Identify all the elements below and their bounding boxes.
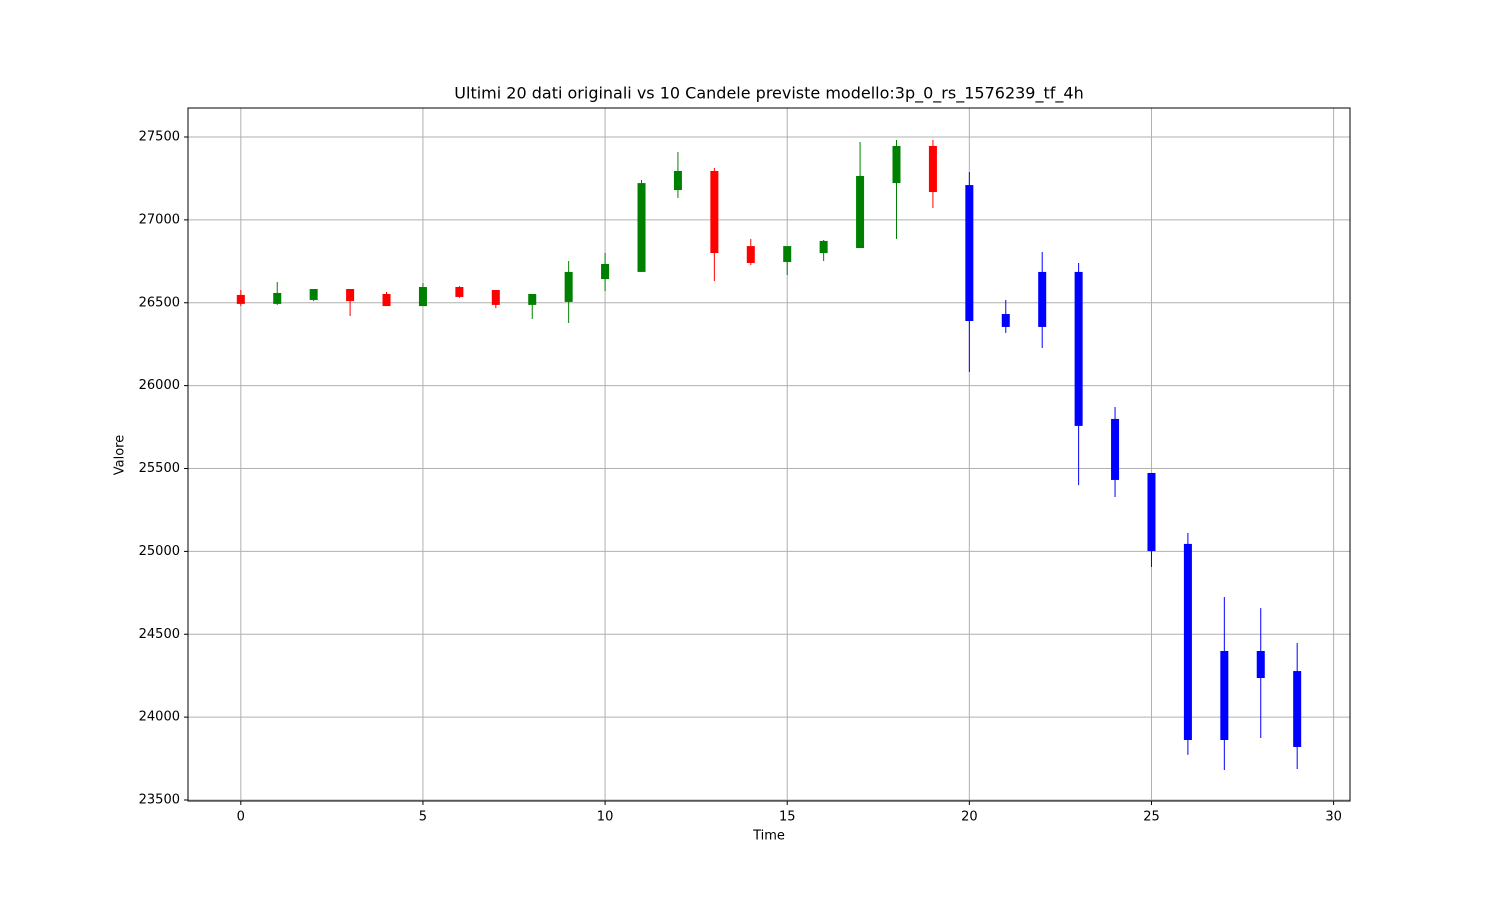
y-tick-label: 23500 (139, 793, 180, 808)
candle-body (1183, 543, 1192, 741)
y-tick-label: 25000 (139, 544, 180, 559)
candle-body (309, 288, 318, 300)
candle-body (783, 246, 792, 262)
candle-body (491, 289, 500, 305)
candle-body (1293, 671, 1302, 747)
y-tick-label: 24000 (139, 710, 180, 725)
candle-body (928, 145, 937, 193)
candle-body (1111, 418, 1120, 480)
candle-body (856, 175, 865, 249)
candle-body (346, 288, 355, 302)
x-tick-label: 5 (419, 810, 427, 825)
candle-body (1256, 650, 1265, 679)
candle-body (528, 293, 537, 305)
y-tick-label: 26000 (139, 378, 180, 393)
candle-body (637, 183, 646, 272)
candle-body (418, 287, 427, 307)
y-tick-label: 27000 (139, 212, 180, 227)
x-axis-label: Time (752, 829, 785, 844)
candle-body (892, 145, 901, 184)
grid (188, 108, 1350, 801)
candle-body (236, 294, 245, 304)
x-tick-label: 0 (237, 810, 245, 825)
candles (236, 139, 1302, 771)
candle-body (601, 263, 610, 280)
candle-body (1074, 271, 1083, 426)
x-tick-label: 15 (779, 810, 796, 825)
candle-body (710, 170, 719, 254)
chart-title: Ultimi 20 dati originali vs 10 Candele p… (454, 84, 1083, 104)
candle-body (965, 185, 974, 321)
candle-body (673, 170, 682, 191)
x-tick-label: 25 (1143, 810, 1160, 825)
candle-body (455, 287, 464, 297)
candle-body (382, 293, 391, 307)
y-axis-label: Valore (113, 435, 128, 475)
y-tick-label: 24500 (139, 627, 180, 642)
y-tick-label: 25500 (139, 461, 180, 476)
candle-body (746, 246, 755, 263)
candle-body (273, 292, 282, 304)
x-tick-label: 20 (961, 810, 978, 825)
candle-body (1147, 472, 1156, 552)
x-tick-label: 10 (597, 810, 614, 825)
candle-body (819, 240, 828, 254)
candle-body (1038, 271, 1047, 327)
x-tick-label: 30 (1325, 810, 1342, 825)
y-tick-label: 26500 (139, 295, 180, 310)
y-tick-label: 27500 (139, 130, 180, 145)
candle-body (1220, 650, 1229, 741)
plot-frame (187, 107, 1351, 802)
candle-body (1001, 314, 1010, 327)
candle-body (564, 271, 573, 302)
